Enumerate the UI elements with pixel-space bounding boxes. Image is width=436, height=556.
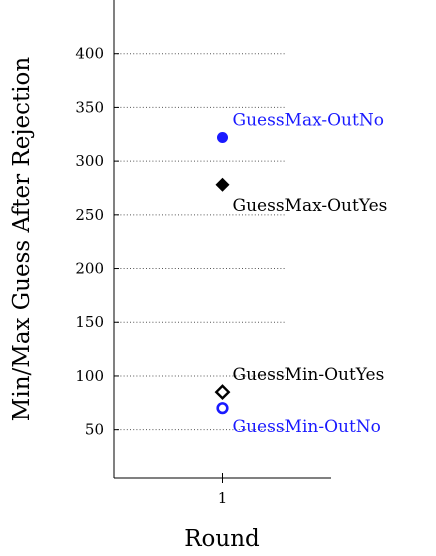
point-guessmin-outno <box>216 402 229 415</box>
y-tick-label-350: 350 <box>75 98 104 116</box>
point-label-guessmin-outyes: GuessMin-OutYes <box>233 365 385 385</box>
y-tick-label-150: 150 <box>75 313 104 331</box>
point-label-guessmax-outyes: GuessMax-OutYes <box>233 196 388 216</box>
y-ticks: 50 100 150 200 250 300 350 400 <box>75 45 119 439</box>
y-tick-label-400: 400 <box>75 45 104 63</box>
x-ticks: 1 <box>218 473 228 507</box>
y-tick-label-50: 50 <box>85 421 104 439</box>
y-tick-label-100: 100 <box>75 367 104 385</box>
point-label-guessmax-outno: GuessMax-OutNo <box>233 110 384 130</box>
y-axis-title: Min/Max Guess After Rejection <box>9 57 35 422</box>
y-tick-label-300: 300 <box>75 152 104 170</box>
point-guessmax-outno <box>217 131 228 143</box>
point-label-guessmin-outno: GuessMin-OutNo <box>233 417 381 437</box>
y-tick-label-200: 200 <box>75 260 104 278</box>
x-tick-label-1: 1 <box>218 489 228 507</box>
x-axis-title: Round <box>184 526 260 552</box>
axes <box>113 0 331 479</box>
point-labels: GuessMax-OutNo GuessMax-OutYes GuessMin-Ou… <box>233 110 388 437</box>
point-guessmin-outyes <box>214 384 231 400</box>
data-points <box>214 131 231 415</box>
y-tick-label-250: 250 <box>75 206 104 224</box>
point-guessmax-outyes <box>215 177 230 192</box>
